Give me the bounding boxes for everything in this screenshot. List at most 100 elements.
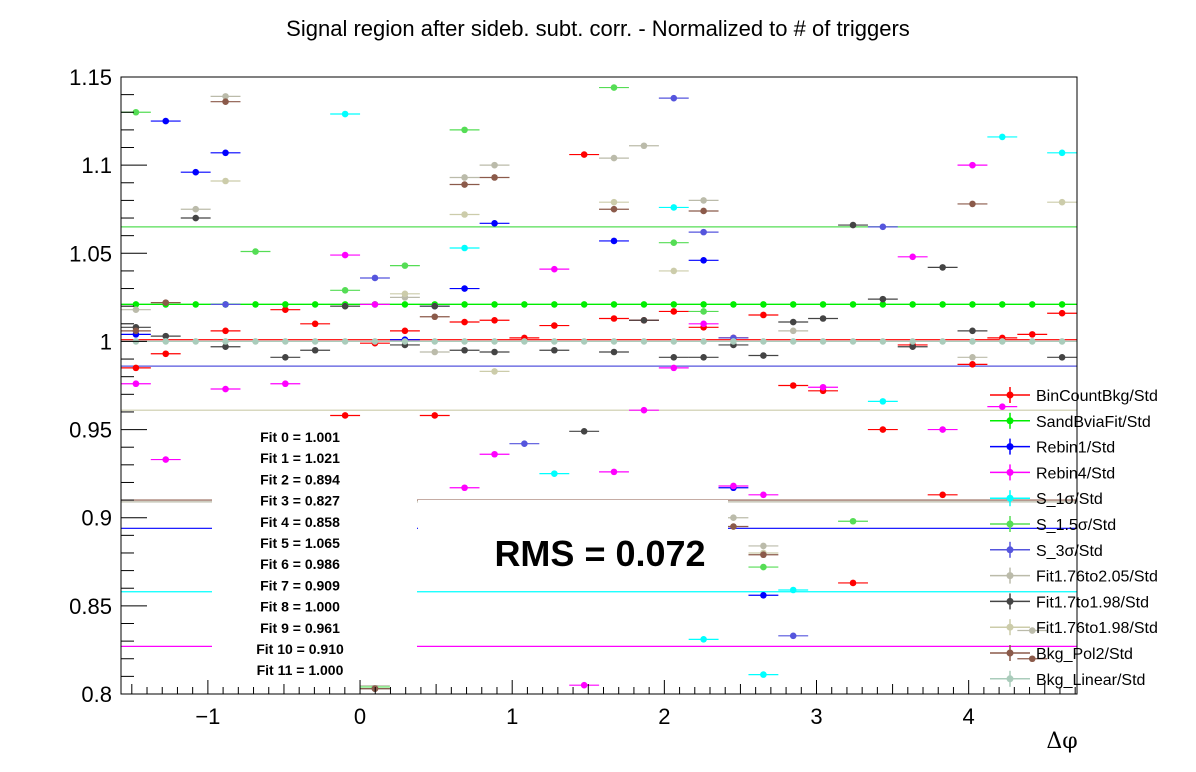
legend-marker-dot	[1006, 468, 1014, 476]
data-point	[192, 168, 200, 176]
data-point	[640, 406, 648, 414]
data-point	[551, 265, 558, 273]
data-point	[700, 197, 707, 204]
data-point	[132, 306, 140, 313]
data-point	[670, 94, 678, 102]
fit-label: Fit 5 = 1.065	[260, 535, 340, 551]
data-point	[909, 301, 916, 308]
data-point	[819, 338, 827, 345]
data-point	[610, 348, 618, 356]
data-point	[700, 257, 707, 264]
data-point	[461, 181, 468, 188]
y-tick-label: 0.95	[69, 418, 112, 443]
y-tick-label: 0.8	[81, 682, 112, 707]
data-point	[461, 346, 468, 354]
data-point	[789, 338, 797, 345]
data-point	[879, 295, 887, 303]
data-point	[879, 301, 887, 308]
data-point	[461, 301, 468, 308]
data-point	[610, 301, 618, 308]
data-point	[311, 346, 319, 354]
data-point	[700, 353, 707, 361]
data-point	[282, 380, 289, 388]
data-point	[730, 523, 737, 530]
data-point	[610, 315, 618, 322]
data-point	[969, 327, 976, 335]
x-axis-label: Δφ	[1046, 729, 1077, 754]
data-point	[610, 154, 618, 162]
data-point	[461, 126, 468, 134]
legend-marker-dot	[1006, 546, 1014, 554]
data-point	[730, 482, 737, 490]
data-point	[491, 348, 498, 356]
data-point	[1028, 338, 1036, 345]
data-point	[580, 151, 588, 158]
data-point	[789, 632, 797, 640]
data-point	[192, 205, 200, 213]
data-point	[909, 343, 916, 351]
data-point	[580, 301, 588, 308]
data-point	[282, 306, 289, 313]
legend-marker-dot	[1006, 520, 1014, 528]
data-point	[461, 174, 468, 181]
y-tick-label: 1.15	[69, 65, 112, 90]
data-point	[461, 318, 468, 326]
fit-label: Fit 6 = 0.986	[260, 556, 340, 572]
data-point	[222, 338, 229, 345]
data-point	[580, 428, 588, 435]
fit-label: Fit 7 = 0.909	[260, 577, 340, 593]
data-point	[610, 84, 618, 91]
data-point	[610, 338, 618, 345]
fit-label: Fit 3 = 0.827	[260, 493, 340, 509]
data-point	[491, 368, 498, 375]
data-point	[939, 264, 946, 271]
legend-entry: S_3σ/Std	[1036, 543, 1103, 560]
data-point	[311, 320, 319, 328]
data-point	[1058, 338, 1066, 345]
data-point	[461, 338, 468, 345]
data-point	[760, 338, 767, 345]
x-tick-label: 3	[810, 704, 822, 729]
data-point	[431, 412, 439, 419]
y-tick-label: 0.85	[69, 594, 112, 619]
data-point	[610, 205, 618, 213]
fit-label: Fit 11 = 1.000	[257, 662, 344, 678]
data-point	[401, 262, 409, 269]
data-point	[282, 338, 289, 345]
legend-marker-dot	[1006, 675, 1014, 683]
data-point	[610, 237, 618, 245]
data-point	[222, 98, 229, 105]
data-point	[939, 338, 946, 345]
data-point	[192, 214, 200, 222]
legend-entry: Bkg_Pol2/Std	[1036, 646, 1133, 663]
data-point	[760, 311, 767, 319]
data-point	[730, 514, 737, 522]
fit-label: Fit 10 = 0.910	[256, 641, 344, 657]
data-point	[760, 591, 767, 599]
data-point	[132, 364, 140, 372]
data-points	[120, 84, 1078, 693]
data-point	[431, 302, 439, 310]
data-point	[162, 338, 170, 345]
data-point	[1058, 309, 1066, 317]
data-point	[730, 301, 737, 308]
data-point	[222, 327, 229, 335]
legend-marker-dot	[1006, 572, 1014, 580]
data-point	[998, 301, 1006, 308]
data-point	[491, 161, 498, 169]
data-point	[401, 301, 409, 308]
data-point	[819, 315, 827, 322]
data-point	[341, 251, 349, 259]
data-point	[969, 353, 976, 361]
data-point	[132, 327, 140, 335]
data-point	[551, 470, 558, 477]
fit-label: Fit 0 = 1.001	[260, 429, 340, 445]
data-point	[252, 338, 259, 345]
data-point	[969, 301, 976, 308]
y-tick-label: 1.05	[69, 241, 112, 266]
data-point	[551, 338, 558, 345]
data-point	[401, 290, 409, 298]
legend-entry: S_1σ/Std	[1036, 491, 1103, 508]
